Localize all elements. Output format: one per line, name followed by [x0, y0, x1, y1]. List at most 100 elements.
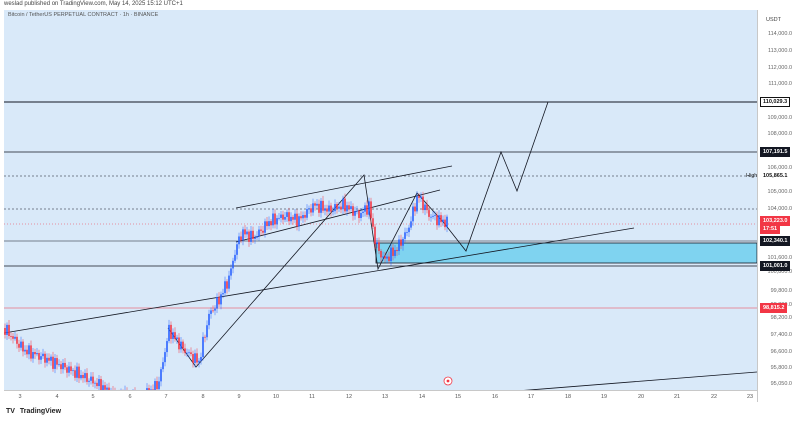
candle-body: [248, 231, 250, 242]
candle-body: [434, 215, 436, 216]
time-tick-label: 7: [164, 394, 168, 400]
candle-body: [192, 354, 194, 363]
candle-body: [154, 381, 156, 391]
candle-body: [190, 352, 192, 355]
candle-body: [426, 204, 428, 211]
candle-body: [96, 382, 98, 387]
candle-body: [348, 205, 350, 210]
candle-body: [318, 203, 320, 213]
candle-body: [234, 254, 236, 261]
candle-body: [78, 366, 80, 379]
candle-body: [338, 206, 340, 209]
candle-body: [286, 212, 288, 217]
currency-label: USDT: [766, 17, 781, 23]
candle-body: [178, 337, 180, 350]
price-tick-label: 106,000.0: [767, 165, 792, 171]
candle-body: [440, 215, 442, 223]
candle-body: [404, 232, 406, 239]
price-tick-label: 109,000.0: [767, 115, 792, 121]
candle-body: [272, 213, 274, 226]
candle-body: [56, 358, 58, 365]
candle-body: [14, 336, 16, 339]
candle-body: [222, 293, 224, 295]
candle-body: [230, 268, 232, 276]
price-tag: 98,815.2: [760, 303, 788, 313]
candle-body: [188, 352, 190, 354]
time-tick-label: 8: [201, 394, 205, 400]
candle-body: [58, 364, 60, 366]
candle-body: [376, 242, 378, 245]
price-axis[interactable]: USDT 114,000.0 113,000.0 112,000.0 111,000.…: [757, 10, 800, 402]
price-tick-label: 98,200.0: [770, 315, 792, 321]
symbol-label: Bitcoin / TetherUS PERPETUAL CONTRACT · …: [8, 12, 159, 18]
tradingview-brand[interactable]: TV TradingView: [6, 408, 61, 415]
candle-body: [308, 208, 310, 210]
candle-body: [220, 294, 222, 305]
candle-body: [386, 256, 388, 259]
candle-body: [214, 308, 216, 311]
candle-body: [394, 249, 396, 256]
candle-body: [274, 213, 276, 225]
demand-zone: [375, 242, 757, 264]
candle-body: [52, 356, 54, 369]
candle-body: [258, 229, 260, 237]
candle-body: [208, 313, 210, 326]
price-tag: 110,029.3: [760, 97, 791, 107]
candle-body: [310, 208, 312, 213]
candle-body: [320, 200, 322, 213]
candle-body: [396, 249, 398, 252]
candle-body: [372, 218, 374, 227]
price-tag: 101,001.0: [760, 261, 791, 271]
candle-body: [202, 336, 204, 357]
candle-body: [446, 216, 448, 228]
candle-body: [384, 256, 386, 259]
candle-body: [216, 297, 218, 309]
candle-body: [368, 201, 370, 215]
candle-body: [442, 219, 444, 223]
candle-body: [76, 366, 78, 378]
candle-body: [170, 324, 172, 339]
candle-body: [164, 352, 166, 363]
candle-body: [54, 358, 56, 369]
candle-body: [206, 325, 208, 338]
candle-body: [266, 221, 268, 227]
candle-body: [4, 328, 6, 335]
candle-body: [70, 366, 72, 371]
candle-body: [42, 353, 44, 357]
candle-body: [34, 352, 36, 355]
candle-body: [388, 256, 390, 262]
candle-body: [48, 357, 50, 361]
candle-body: [18, 343, 20, 348]
candle-body: [334, 204, 336, 212]
time-tick-label: 12: [345, 394, 353, 400]
price-tick-label: 95,050.0: [770, 381, 792, 387]
candle-body: [196, 353, 198, 363]
candle-body: [204, 336, 206, 338]
candle-body: [260, 229, 262, 231]
candle-body: [250, 230, 252, 242]
candle-body: [356, 210, 358, 212]
candle-body: [436, 215, 438, 226]
candle-body: [62, 362, 64, 370]
candle-body: [400, 239, 402, 246]
time-axis[interactable]: 3 4 5 6 7 8 9 10 11 12 13 14 15 16 17 18 19 20 21 22 23: [4, 390, 757, 404]
candle-body: [198, 360, 200, 363]
tradingview-logo-icon: TV: [6, 408, 15, 415]
brand-name: TradingView: [19, 408, 62, 415]
time-tick-label: 19: [600, 394, 608, 400]
candle-body: [390, 247, 392, 262]
candle-body: [430, 216, 432, 218]
price-chart[interactable]: [4, 10, 757, 402]
candle-body: [304, 215, 306, 218]
chart-pane[interactable]: Bitcoin / TetherUS PERPETUAL CONTRACT · …: [4, 10, 757, 402]
price-tick-label: 96,600.0: [770, 349, 792, 355]
candle-body: [86, 373, 88, 382]
candle-body: [104, 385, 106, 390]
candle-body: [300, 216, 302, 219]
candle-body: [380, 250, 382, 258]
candle-body: [88, 380, 90, 382]
candle-body: [416, 196, 418, 212]
candle-body: [162, 362, 164, 370]
time-tick-label: 14: [418, 394, 426, 400]
candle-body: [218, 297, 220, 305]
